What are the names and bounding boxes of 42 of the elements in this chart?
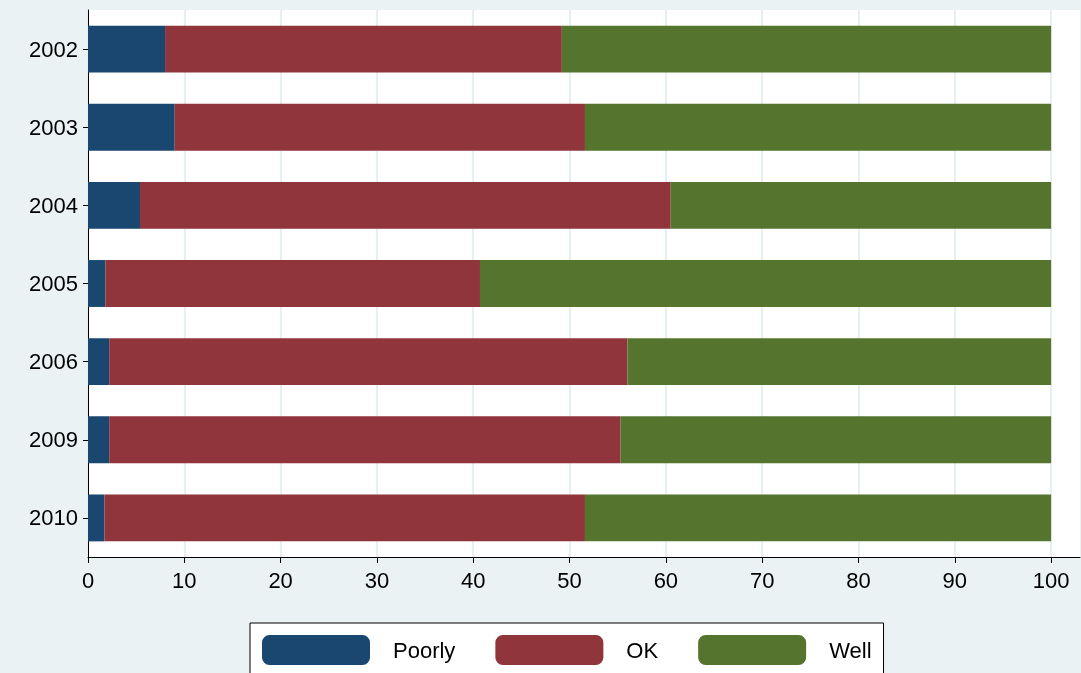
bar (627, 338, 1052, 386)
bar (88, 260, 106, 307)
x-tick-label: 40 (461, 567, 486, 593)
bar (88, 338, 110, 386)
y-tick-label: 2006 (29, 349, 78, 375)
bar (174, 103, 585, 151)
x-tick-label: 30 (364, 567, 390, 593)
x-tick-label: 80 (846, 567, 871, 593)
x-tick-label: 20 (268, 567, 293, 593)
bar (584, 103, 1052, 151)
bar (109, 416, 621, 464)
bar (88, 416, 110, 464)
y-tick-label: 2002 (29, 36, 78, 62)
x-tick-label: 60 (653, 567, 679, 593)
y-tick-label: 2010 (29, 505, 78, 531)
y-tick-label: 2009 (29, 427, 78, 453)
y-tick-label: 2004 (29, 192, 78, 218)
bar (88, 181, 141, 229)
bar (88, 494, 105, 542)
bar (104, 494, 585, 542)
x-tick-label: 0 (81, 567, 95, 593)
x-tick-label: 90 (942, 567, 968, 593)
bar (105, 260, 480, 307)
bar (479, 260, 1052, 307)
bar (88, 103, 175, 151)
y-tick-label: 2003 (29, 114, 78, 140)
x-tick-label: 70 (749, 567, 775, 593)
x-tick-label: 100 (1032, 567, 1070, 593)
bar (584, 494, 1052, 542)
x-tick-label: 50 (557, 567, 582, 593)
bar (561, 25, 1052, 73)
bar (670, 181, 1052, 229)
legend-label: OK (626, 637, 659, 663)
legend-label: Poorly (393, 637, 456, 663)
bar (165, 25, 562, 73)
bar (109, 338, 628, 386)
bar (140, 181, 671, 229)
bar (620, 416, 1052, 464)
y-tick-label: 2005 (29, 271, 78, 296)
legend-label: Well (829, 637, 872, 663)
bar (88, 25, 166, 73)
x-tick-label: 10 (172, 567, 197, 593)
